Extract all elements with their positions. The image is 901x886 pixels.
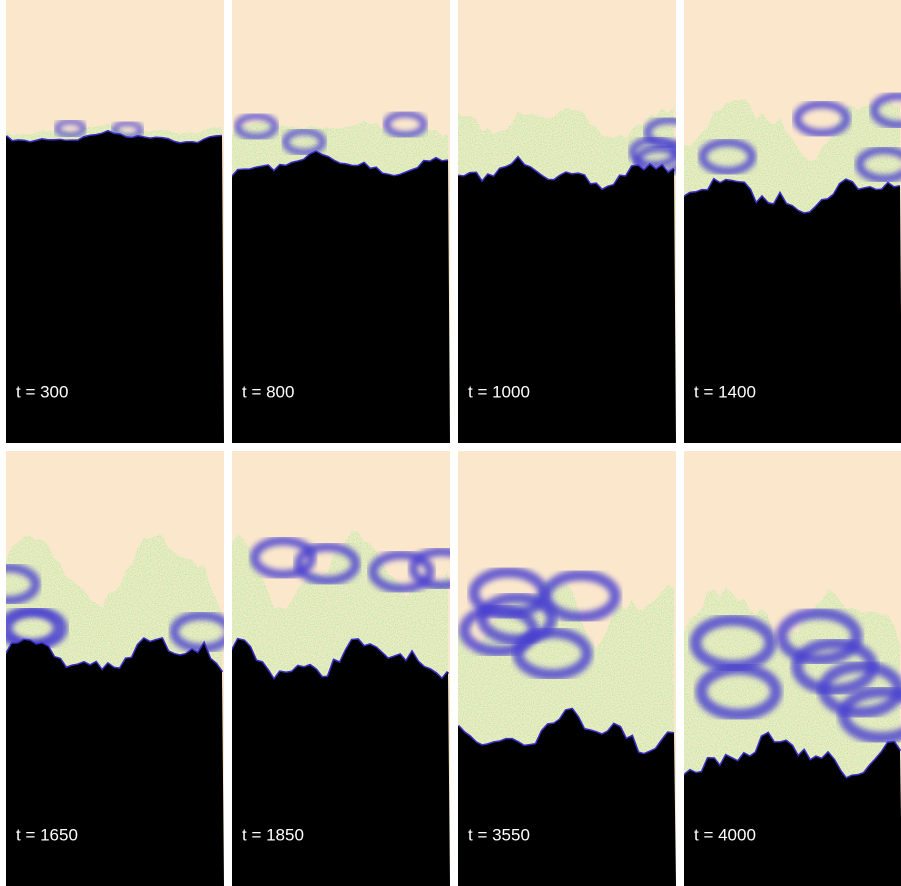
panel-inner: t = 1000 [458,0,691,443]
time-label: t = 1400 [694,382,756,401]
panel: t = 1850 [232,451,470,886]
time-label: t = 4000 [694,825,756,844]
heavy-fluid [684,180,901,443]
panel-inner: t = 1850 [232,451,470,886]
time-label: t = 1000 [468,382,530,401]
time-label: t = 300 [16,382,68,401]
panel: t = 1400 [684,0,901,443]
panel: t = 1000 [458,0,691,443]
time-label: t = 1850 [242,825,304,844]
panel-inner: t = 300 [6,0,224,443]
heavy-fluid [232,639,450,886]
panel-inner: t = 1400 [684,0,901,443]
time-label: t = 3550 [468,825,530,844]
heavy-fluid [6,639,224,886]
time-label: t = 1650 [16,825,78,844]
page: t = 300 t = 800 t = 1000 t = 1400 t = 1650 t … [0,0,901,886]
panel: t = 3550 [458,451,676,886]
panel: t = 300 [6,0,224,443]
panel-inner: t = 1650 [0,451,230,886]
figure: t = 300 t = 800 t = 1000 t = 1400 t = 1650 t … [0,0,901,886]
panel-inner: t = 800 [232,0,450,443]
time-label: t = 800 [242,382,294,401]
panel: t = 800 [232,0,450,443]
panel: t = 4000 [684,451,901,886]
panel-inner: t = 3550 [458,451,676,886]
panel: t = 1650 [0,451,230,886]
panel-inner: t = 4000 [684,451,901,886]
